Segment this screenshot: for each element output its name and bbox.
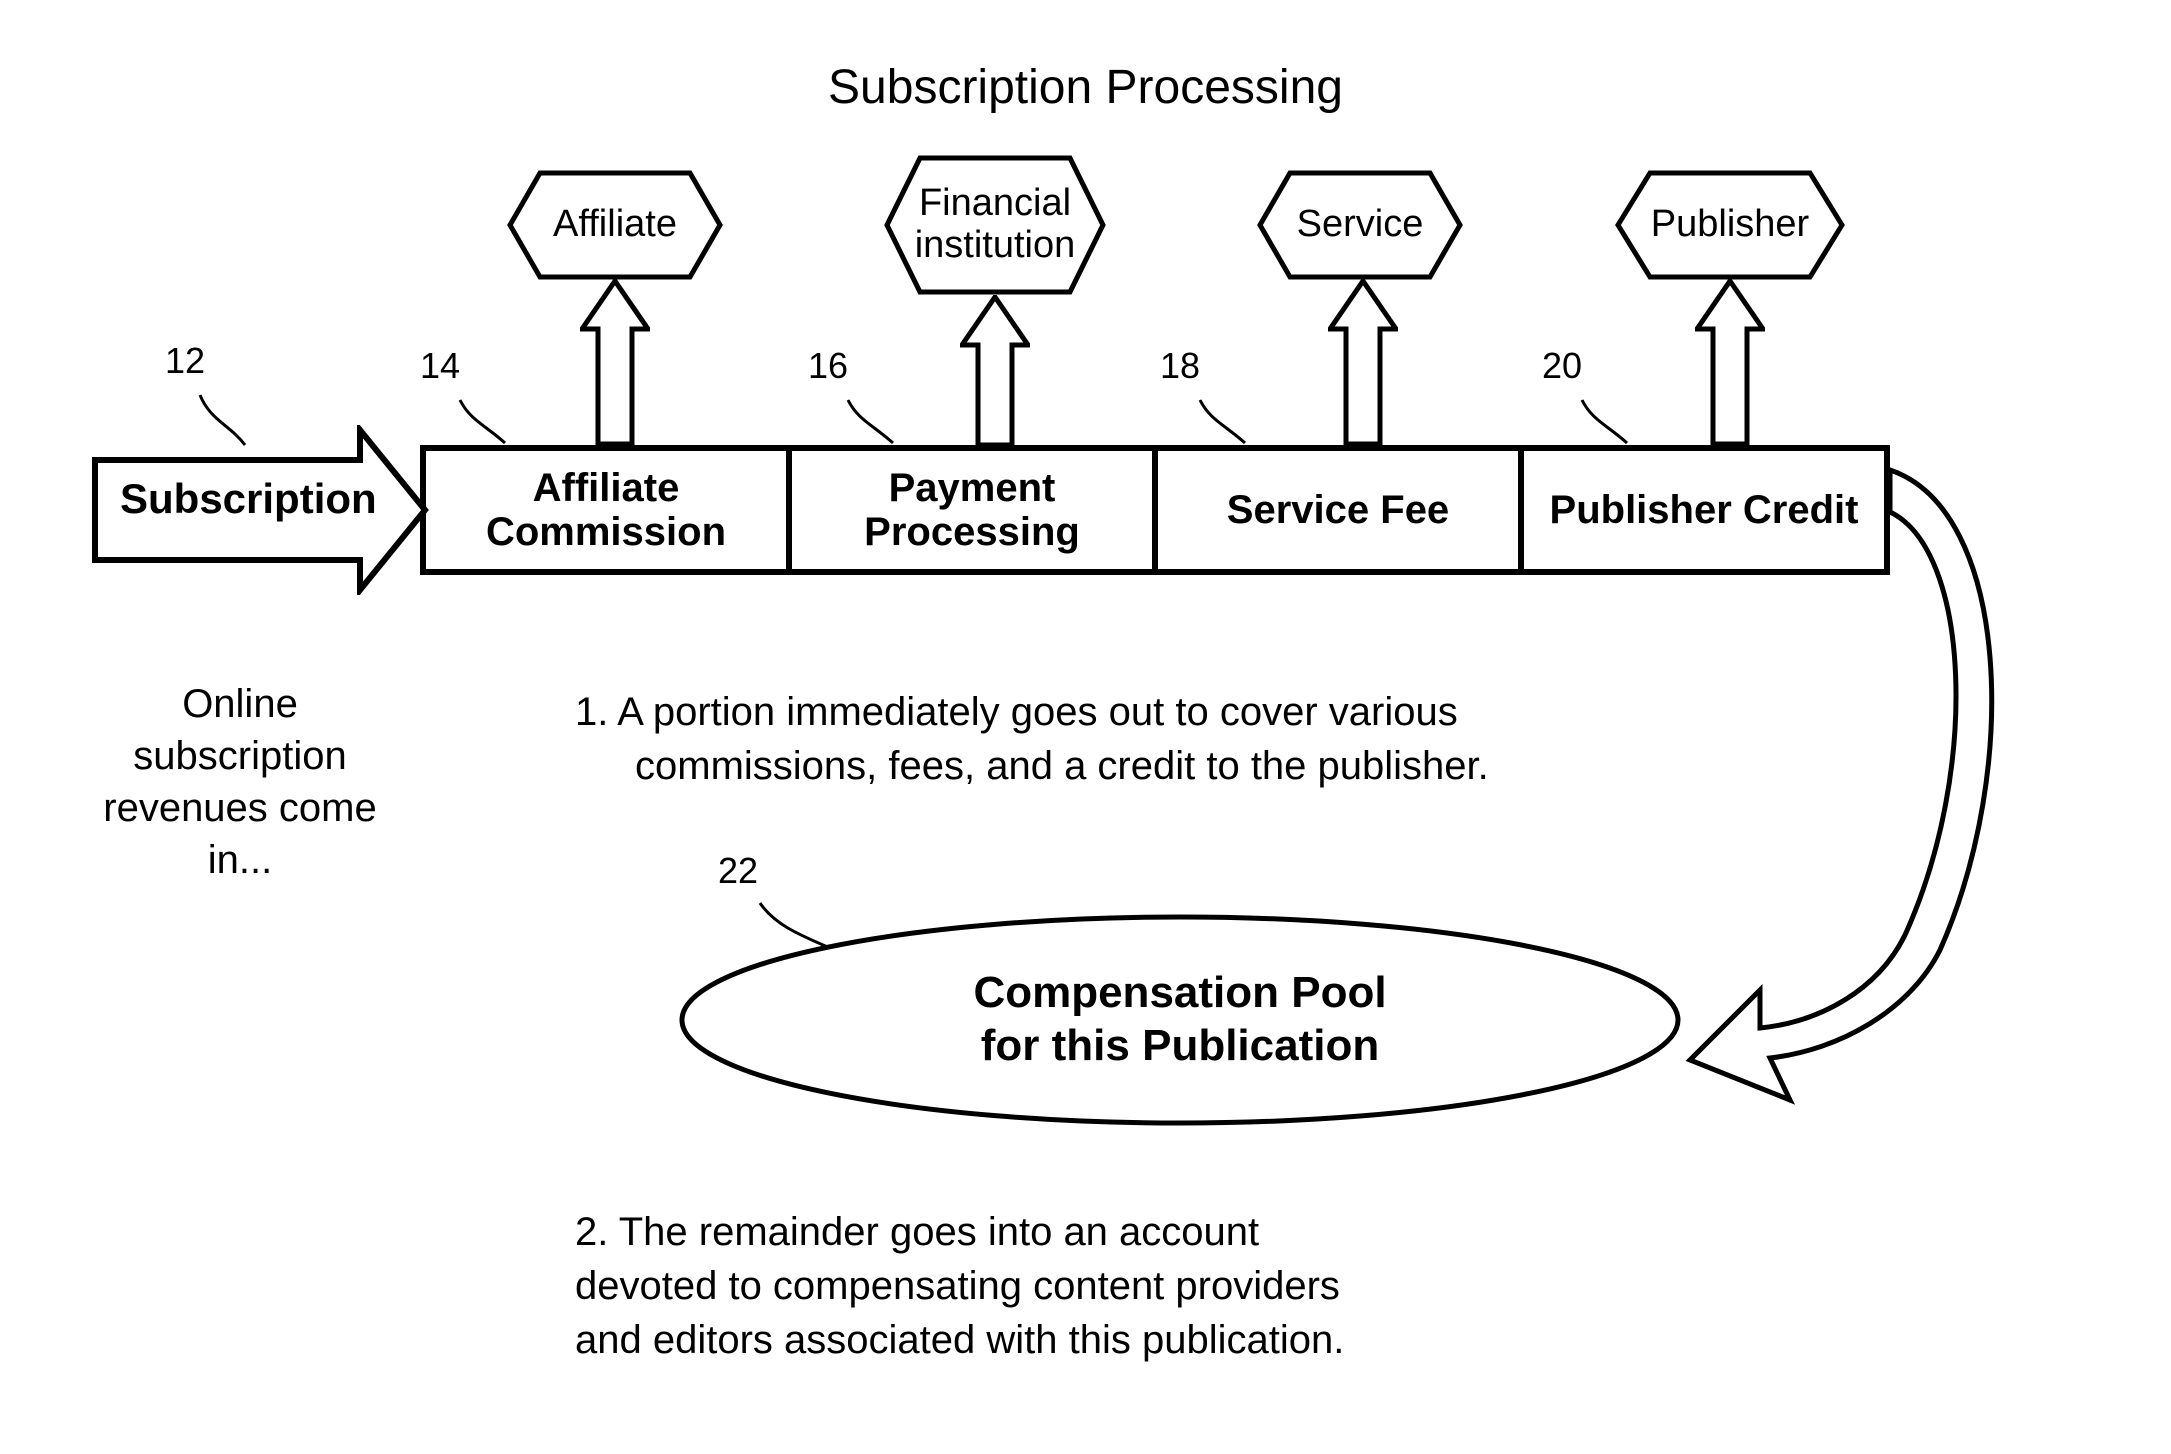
ref-20: 20 <box>1542 345 1582 387</box>
ref-14: 14 <box>420 345 460 387</box>
ref-16: 16 <box>808 345 848 387</box>
processing-bar: Affiliate Commission Payment Processing … <box>420 445 1890 575</box>
explanation-1-line1: 1. A portion immediately goes out to cov… <box>575 690 1458 734</box>
uparrow-affiliate <box>580 279 650 454</box>
arrow-up-icon <box>1695 279 1765 449</box>
arrow-up-icon <box>580 279 650 449</box>
arrow-up-icon <box>1328 279 1398 449</box>
explanation-1: 1. A portion immediately goes out to cov… <box>575 685 1675 793</box>
arrow-up-icon <box>960 295 1030 449</box>
compensation-pool-ellipse: Compensation Pool for this Publication <box>675 910 1685 1130</box>
uparrow-service <box>1328 279 1398 454</box>
hexagon-publisher: Publisher <box>1590 170 1870 280</box>
ref-18: 18 <box>1160 345 1200 387</box>
bar-segment-payment: Payment Processing <box>792 451 1158 569</box>
explanation-2-line3: and editors associated with this publica… <box>575 1318 1344 1362</box>
explanation-2-line2: devoted to compensating content provider… <box>575 1264 1340 1308</box>
curved-arrow-icon <box>1680 450 2030 1130</box>
uparrow-publisher <box>1695 279 1765 454</box>
hexagon-affiliate: Affiliate <box>480 170 750 280</box>
hexagon-service-label: Service <box>1297 204 1424 246</box>
hexagon-affiliate-label: Affiliate <box>553 204 677 246</box>
explanation-2: 2. The remainder goes into an account de… <box>575 1205 1515 1367</box>
diagram-title: Subscription Processing <box>0 60 2171 115</box>
uparrow-financial <box>960 295 1030 454</box>
explanation-2-line1: 2. The remainder goes into an account <box>575 1210 1259 1254</box>
explanation-1-line2: commissions, fees, and a credit to the p… <box>575 739 1675 793</box>
bar-segment-service: Service Fee <box>1158 451 1524 569</box>
compensation-pool-label: Compensation Pool for this Publication <box>675 910 1685 1130</box>
hexagon-service: Service <box>1235 170 1485 280</box>
hexagon-financial: Financialinstitution <box>862 155 1128 295</box>
subscription-arrow-label: Subscription <box>120 475 377 523</box>
ref-22: 22 <box>718 850 758 892</box>
curved-arrow-to-pool <box>1680 450 2030 1135</box>
subscription-caption: Online subscription revenues come in... <box>95 678 385 886</box>
hexagon-financial-label: Financialinstitution <box>915 183 1076 267</box>
ref-12: 12 <box>165 340 205 382</box>
ellipse-line1: Compensation Pool <box>973 968 1386 1017</box>
hexagon-publisher-label: Publisher <box>1651 204 1809 246</box>
ellipse-line2: for this Publication <box>981 1021 1379 1070</box>
bar-segment-affiliate: Affiliate Commission <box>426 451 792 569</box>
